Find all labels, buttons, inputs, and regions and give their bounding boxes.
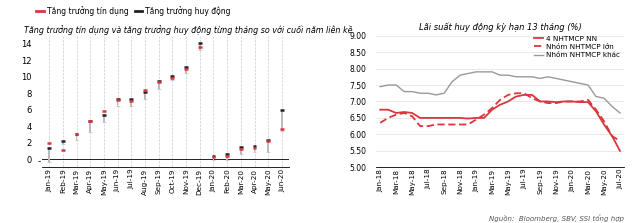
Bar bbox=[90, 121, 91, 132]
Text: Nguồn:  Bloomberg, SBV, SSI tổng hợp: Nguồn: Bloomberg, SBV, SSI tổng hợp bbox=[489, 214, 624, 222]
Bar bbox=[76, 134, 77, 140]
Bar bbox=[172, 76, 173, 80]
Bar bbox=[144, 92, 146, 99]
Bar bbox=[199, 43, 200, 50]
Bar bbox=[281, 110, 283, 131]
Bar bbox=[253, 146, 255, 153]
Title: Lãi suất huy động kỳ hạn 13 tháng (%): Lãi suất huy động kỳ hạn 13 tháng (%) bbox=[419, 23, 582, 32]
Bar bbox=[62, 141, 64, 144]
Text: -: - bbox=[38, 157, 41, 166]
Bar bbox=[158, 81, 159, 89]
Bar bbox=[103, 115, 105, 122]
Bar bbox=[227, 154, 228, 160]
Bar bbox=[131, 99, 132, 106]
Bar bbox=[268, 140, 269, 152]
Bar bbox=[116, 99, 118, 106]
Bar bbox=[212, 156, 214, 160]
Text: Tăng trưởng tín dụng và tăng trưởng huy động từng tháng so với cuối năm liên kề: Tăng trưởng tín dụng và tăng trưởng huy … bbox=[24, 25, 353, 35]
Bar bbox=[240, 147, 242, 154]
Legend: 4 NHTMCP NN, Nhóm NHTMCP lớn, Nhóm NHTMCP khác: 4 NHTMCP NN, Nhóm NHTMCP lớn, Nhóm NHTMC… bbox=[532, 33, 623, 61]
Legend: Tăng trưởng tín dụng, Tăng trưởng huy động: Tăng trưởng tín dụng, Tăng trưởng huy độ… bbox=[33, 3, 234, 19]
Bar bbox=[185, 67, 187, 73]
Bar bbox=[48, 148, 50, 162]
